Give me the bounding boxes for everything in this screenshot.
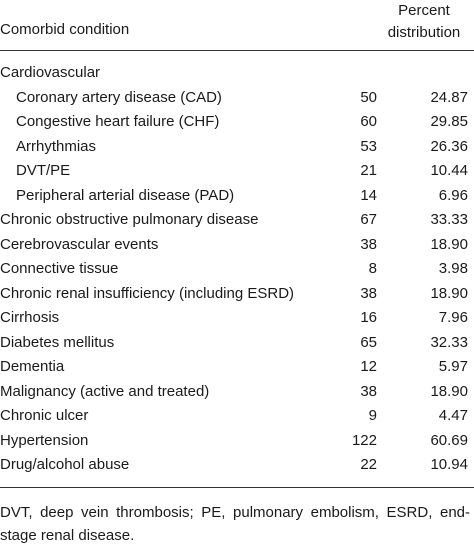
count-cell: 60 — [360, 113, 377, 130]
percent-cell: 18.90 — [430, 235, 468, 253]
row-label: Cardiovascular — [0, 64, 101, 81]
count-cell: 67 — [360, 211, 377, 228]
percent-cell: 18.90 — [430, 284, 468, 302]
column-header: Comorbid condition — [0, 21, 130, 38]
percent-cell: 4.47 — [438, 407, 468, 424]
row-label: Arrhythmias — [16, 137, 97, 155]
count-cell: 16 — [360, 309, 377, 326]
percent-cell: 3.98 — [438, 260, 468, 277]
row-label: Dementia — [0, 358, 65, 375]
count-cell: 122 — [351, 431, 377, 449]
percent-cell: 10.94 — [430, 456, 468, 473]
bottom-rule — [0, 487, 474, 488]
percent-cell: 24.87 — [430, 88, 468, 106]
header-rule — [0, 50, 474, 51]
row-label: Chronic ulcer — [0, 407, 89, 424]
count-cell: 38 — [360, 382, 377, 400]
count-cell: 38 — [360, 235, 377, 253]
percent-cell: 10.44 — [430, 162, 468, 179]
percent-cell: 18.90 — [430, 382, 468, 400]
column-header: Percent distribution — [387, 2, 461, 41]
count-cell: 8 — [368, 260, 377, 277]
percent-cell: 33.33 — [430, 211, 468, 228]
count-cell: 53 — [360, 137, 377, 155]
footnote: DVT, deep vein thrombosis; PE, pulmonary… — [0, 504, 470, 544]
count-cell: 14 — [360, 186, 377, 204]
percent-cell: 32.33 — [430, 333, 468, 351]
row-label: Chronic renal insufficiency (including E… — [0, 284, 295, 302]
row-label: Drug/alcohol abuse — [0, 456, 130, 473]
row-label: Chronic obstructive pulmonary disease — [0, 211, 259, 228]
row-label: Peripheral arterial disease (PAD) — [16, 186, 235, 204]
percent-cell: 26.36 — [430, 137, 468, 155]
percent-cell: 5.97 — [438, 358, 468, 375]
row-label: Connective tissue — [0, 260, 119, 277]
count-cell: 9 — [368, 407, 377, 424]
count-cell: 12 — [360, 358, 377, 375]
percent-cell: 29.85 — [430, 113, 468, 130]
count-cell: 22 — [360, 456, 377, 473]
row-label: DVT/PE — [16, 162, 71, 179]
row-label: Malignancy (active and treated) — [0, 382, 210, 400]
row-label: Coronary artery disease (CAD) — [16, 88, 222, 106]
count-cell: 38 — [360, 284, 377, 302]
count-cell: 65 — [360, 333, 377, 351]
percent-cell: 7.96 — [438, 309, 468, 326]
row-label: Congestive heart failure (CHF) — [16, 113, 220, 130]
percent-cell: 6.96 — [438, 186, 468, 204]
row-label: Cirrhosis — [0, 309, 60, 326]
count-cell: 50 — [360, 88, 377, 106]
count-cell: 21 — [360, 162, 377, 179]
row-label: Cerebrovascular events — [0, 235, 159, 253]
row-label: Hypertension — [0, 431, 89, 449]
percent-cell: 60.69 — [430, 431, 468, 449]
row-label: Diabetes mellitus — [0, 333, 115, 351]
